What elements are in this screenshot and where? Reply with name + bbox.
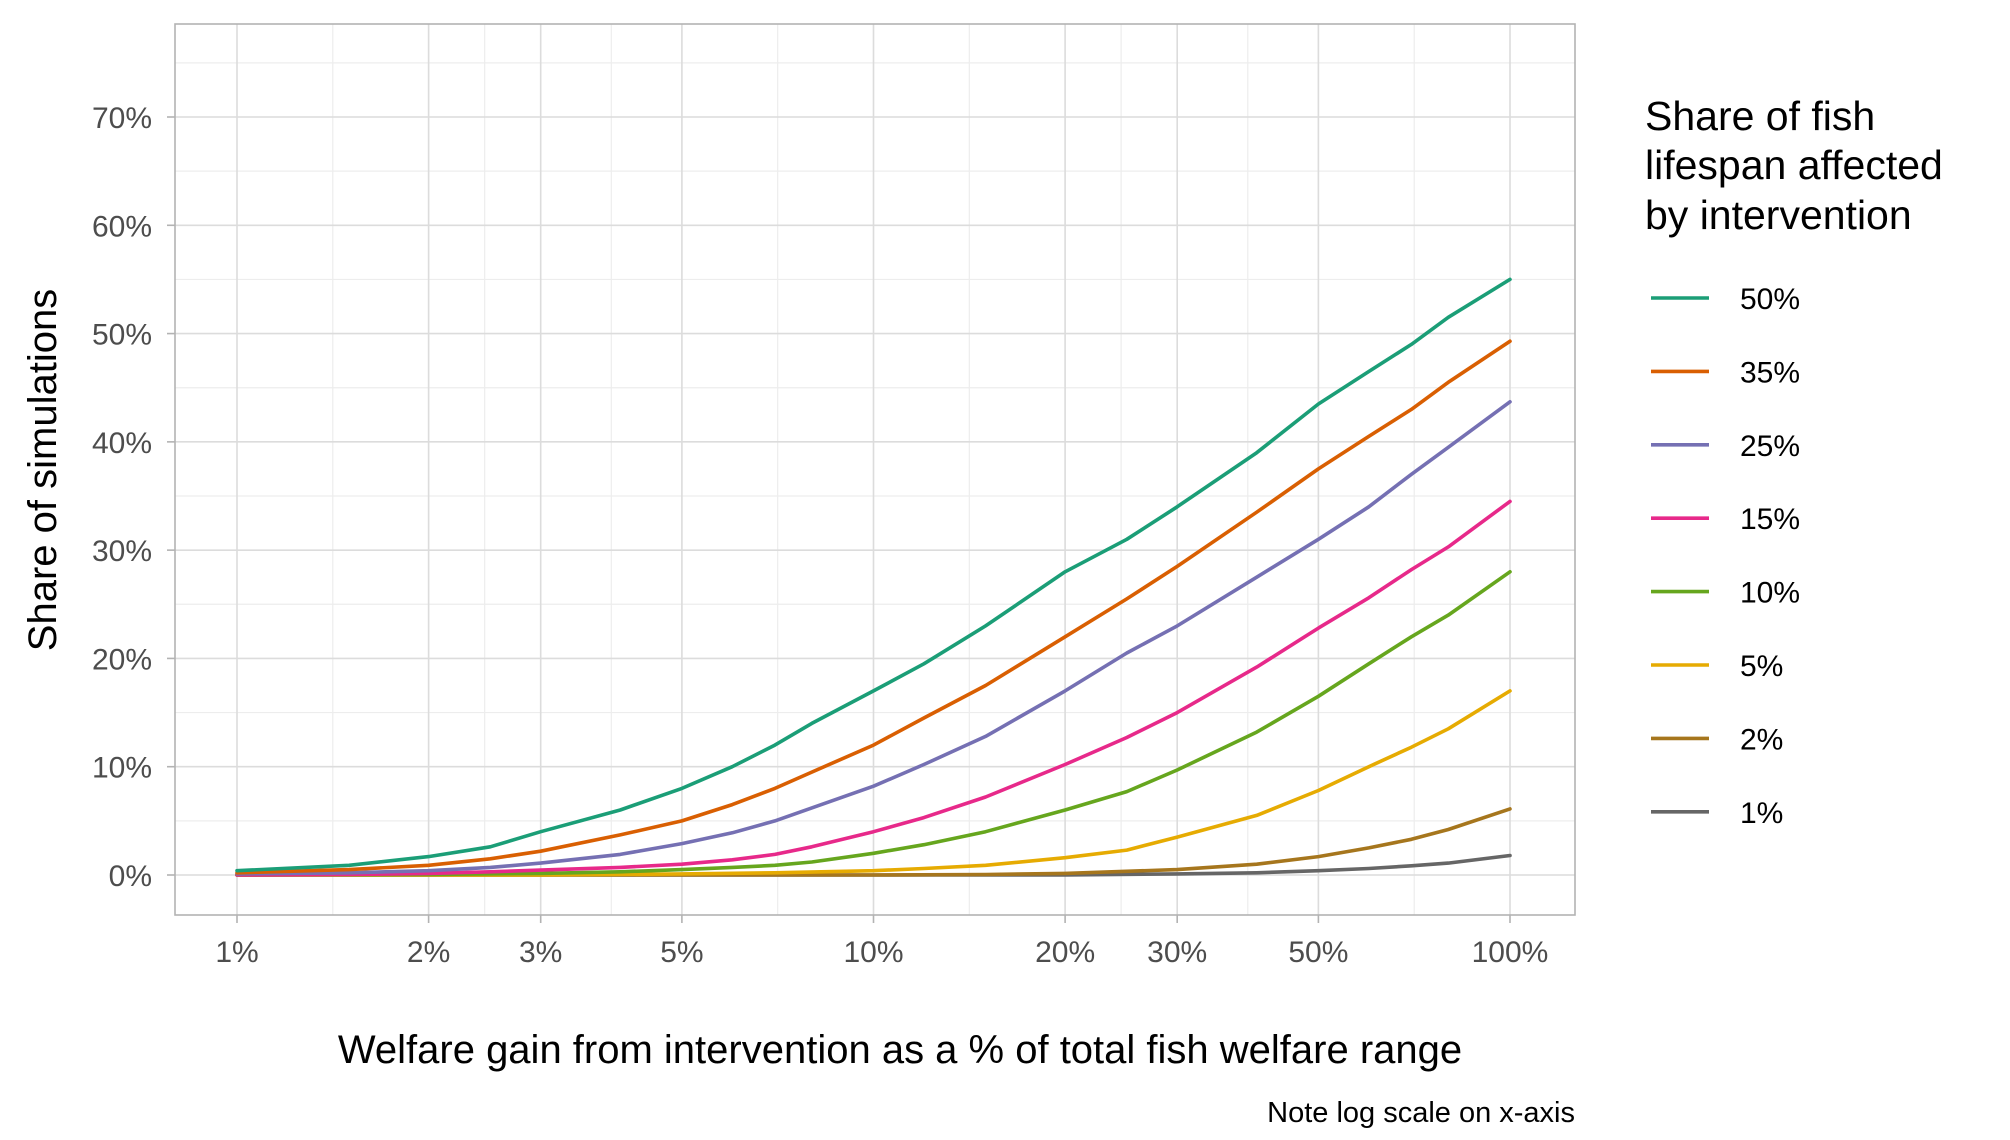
legend-label: 35%	[1740, 356, 1800, 389]
legend-label: 15%	[1740, 503, 1800, 536]
legend-label: 1%	[1740, 797, 1783, 830]
y-tick-label: 10%	[92, 752, 152, 785]
legend-title-line: Share of fish	[1645, 93, 1875, 139]
y-tick-label: 70%	[92, 102, 152, 135]
series-line-50pct	[235, 277, 1512, 873]
series-line-35pct	[235, 339, 1512, 875]
x-tick-label: 20%	[1035, 936, 1095, 969]
series-layer	[235, 277, 1512, 877]
legend-item: 2%	[1651, 723, 1783, 756]
y-tick-label: 0%	[109, 860, 152, 893]
x-tick-label: 30%	[1147, 936, 1207, 969]
y-tick-label: 50%	[92, 319, 152, 352]
x-axis-ticks: 1% 2% 3% 5% 10% 20% 30% 50% 100%	[215, 915, 1548, 969]
y-tick-label: 40%	[92, 427, 152, 460]
legend-label: 5%	[1740, 650, 1783, 683]
legend-label: 25%	[1740, 430, 1800, 463]
y-axis-ticks: 0% 10% 20% 30% 40% 50% 60% 70%	[92, 102, 175, 893]
legend-item: 35%	[1651, 356, 1800, 389]
legend-label: 50%	[1740, 283, 1800, 316]
series-line-1pct	[235, 853, 1512, 877]
x-tick-label: 100%	[1472, 936, 1549, 969]
x-axis-title: Welfare gain from intervention as a % of…	[338, 1028, 1462, 1072]
legend-item: 50%	[1651, 283, 1800, 316]
legend-label: 2%	[1740, 723, 1783, 756]
caption: Note log scale on x-axis	[1267, 1097, 1575, 1129]
legend-title-line: by intervention	[1645, 192, 1912, 238]
legend: Share of fish lifespan affected by inter…	[1645, 93, 1943, 830]
legend-item: 10%	[1651, 577, 1800, 610]
y-tick-label: 60%	[92, 210, 152, 243]
legend-label: 10%	[1740, 577, 1800, 610]
series-line-5pct	[235, 689, 1512, 877]
series-line-2pct	[235, 807, 1512, 877]
grid-minor	[175, 24, 1575, 915]
y-tick-label: 20%	[92, 643, 152, 676]
y-tick-label: 30%	[92, 535, 152, 568]
plot-panel-border	[174, 23, 1576, 916]
series-line-15pct	[235, 499, 1512, 877]
x-tick-label: 2%	[407, 936, 450, 969]
legend-items: 50% 35% 25% 15% 10% 5% 2% 1%	[1651, 283, 1800, 830]
x-tick-label: 3%	[519, 936, 562, 969]
legend-item: 15%	[1651, 503, 1800, 536]
series-line-10pct	[235, 570, 1512, 877]
legend-title-line: lifespan affected	[1645, 142, 1943, 188]
legend-item: 1%	[1651, 797, 1783, 830]
legend-item: 25%	[1651, 430, 1800, 463]
x-tick-label: 1%	[215, 936, 258, 969]
series-line-25pct	[235, 400, 1512, 876]
grid-major	[175, 24, 1575, 915]
x-tick-label: 50%	[1288, 936, 1348, 969]
x-tick-label: 5%	[660, 936, 703, 969]
legend-item: 5%	[1651, 650, 1783, 683]
y-axis-title: Share of simulations	[21, 289, 65, 651]
x-tick-label: 10%	[843, 936, 903, 969]
